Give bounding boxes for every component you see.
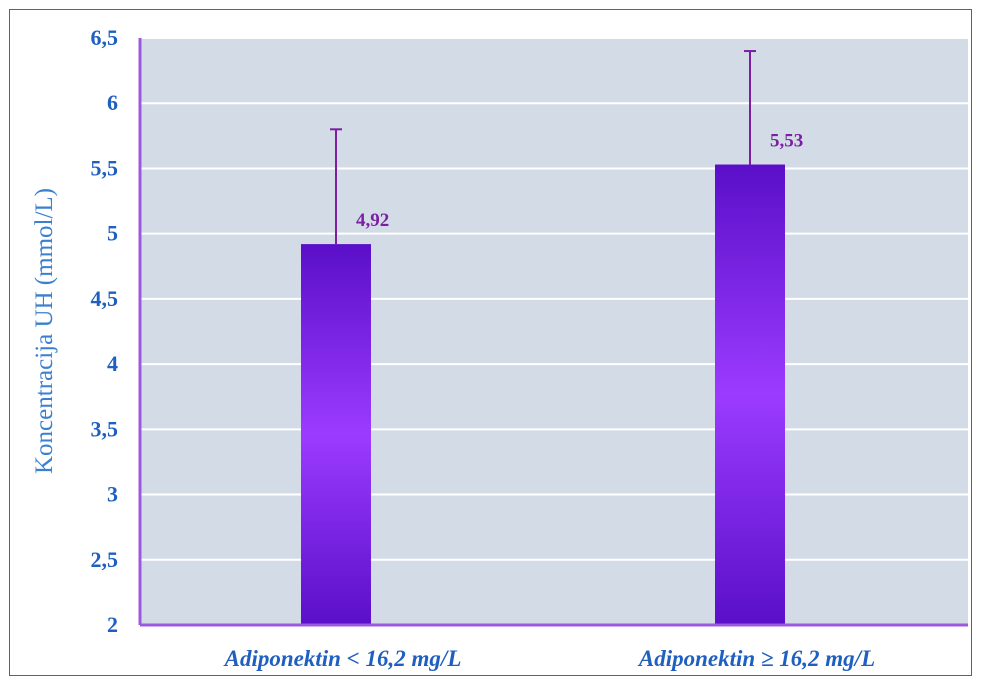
y-axis-ticks: 2 2,5 3 3,5 4 4,5 5 5,5 6 6,5	[91, 25, 119, 637]
error-bars	[330, 50, 756, 245]
x-axis-categories: Adiponektin < 16,2 mg/L Adiponektin ≥ 16,…	[223, 646, 876, 671]
bar	[301, 244, 371, 625]
y-tick-label: 2,5	[91, 547, 119, 572]
y-tick-label: 6,5	[91, 25, 119, 50]
y-tick-label: 4	[107, 351, 118, 376]
data-label: 5,53	[770, 131, 803, 152]
y-tick-label: 5	[107, 221, 118, 246]
category-label: Adiponektin < 16,2 mg/L	[223, 646, 462, 671]
y-tick-label: 5,5	[91, 155, 119, 180]
bars	[301, 164, 785, 625]
data-labels: 4,92 5,53	[356, 131, 803, 232]
y-tick-label: 2	[107, 612, 118, 637]
y-axis-title: Koncentracija UH (mmol/L)	[31, 188, 58, 474]
grid-lines	[140, 37, 968, 561]
plot-area	[140, 38, 968, 625]
y-tick-label: 4,5	[91, 286, 119, 311]
y-tick-label: 3	[107, 482, 118, 507]
y-tick-label: 6	[107, 90, 118, 115]
data-label: 4,92	[356, 210, 389, 231]
bar	[715, 164, 785, 625]
y-tick-label: 3,5	[91, 416, 119, 441]
category-label: Adiponektin ≥ 16,2 mg/L	[637, 646, 875, 671]
